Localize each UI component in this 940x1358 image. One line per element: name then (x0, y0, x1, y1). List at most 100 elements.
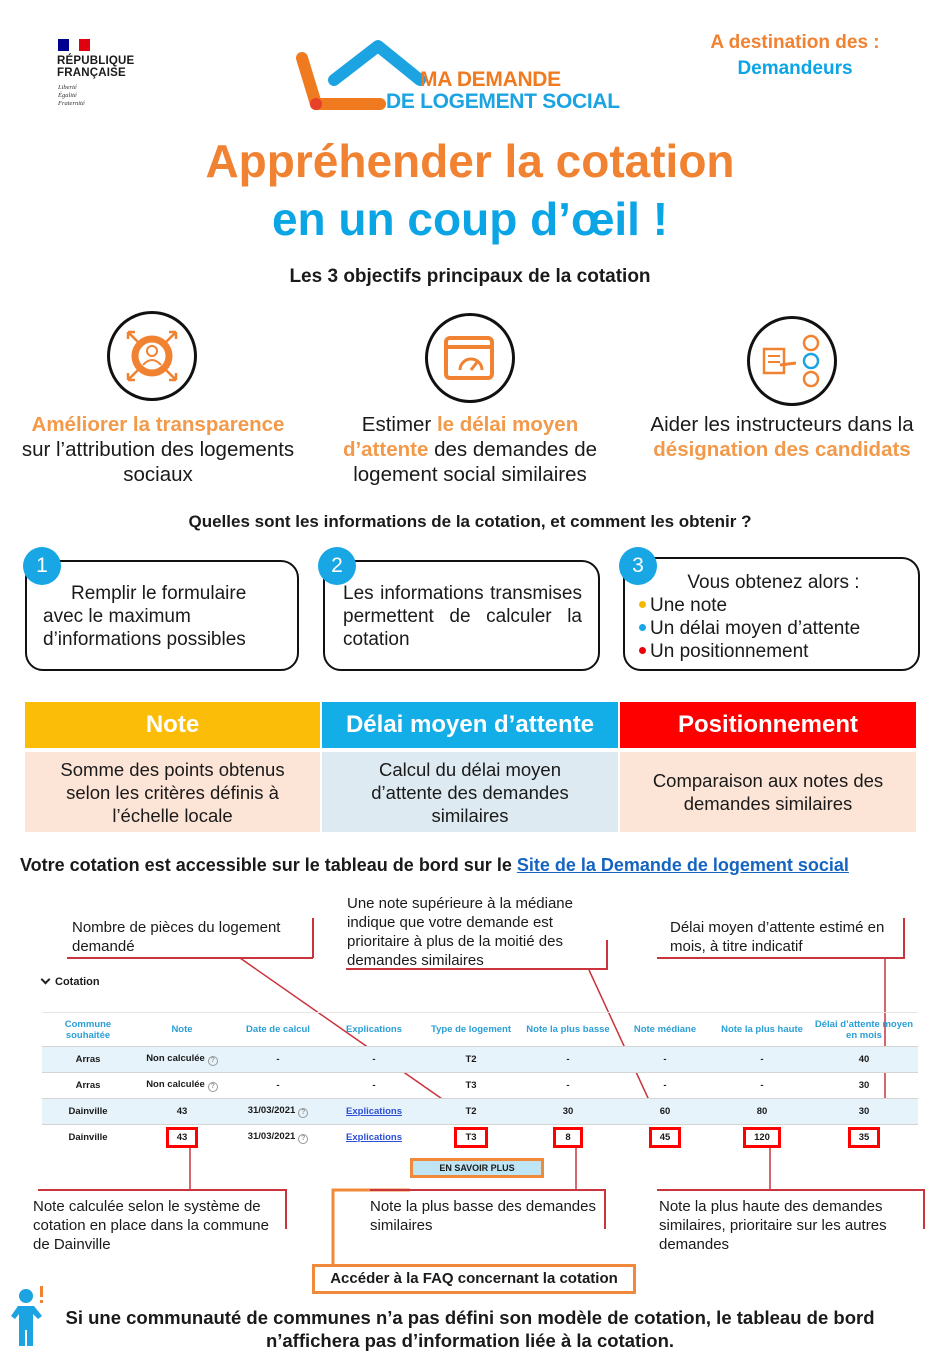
highlight-box: 43 (165, 1127, 199, 1149)
step-1-text: Remplir le formulaire avec le maximum d’… (43, 583, 247, 650)
objective-3-highlight: désignation des candidats (653, 438, 911, 461)
callout-underline (67, 957, 313, 959)
callout-line (312, 918, 314, 958)
cotation-table: Commune souhaitée Note Date de calcul Ex… (42, 1012, 918, 1151)
col-commune: Commune souhaitée (42, 1012, 134, 1047)
objective-1-highlight: Améliorer la transparence (31, 413, 285, 436)
cell-note-haute: 120 (714, 1124, 810, 1151)
step-3-badge: 3 (619, 547, 657, 585)
step-1-badge: 1 (23, 547, 61, 585)
cell-delai: 35 (810, 1124, 918, 1151)
rf-line2: FRANÇAISE (57, 67, 126, 79)
cell-type: T3 (422, 1072, 520, 1099)
objective-1-text: sur l’attribution des logements sociaux (21, 438, 295, 486)
objective-2-pre: Estimer (361, 413, 437, 436)
callout-line (923, 1189, 925, 1229)
highlight-box: 8 (553, 1127, 583, 1149)
grid-body-positionnement: Comparaison aux notes des demandes simil… (620, 752, 916, 832)
objective-waiting-time: Estimer le délai moyen d’attente des dem… (320, 412, 620, 487)
step-1-box: Remplir le formulaire avec le maximum d’… (25, 560, 299, 671)
cell-commune: Arras (42, 1046, 134, 1073)
step-3-bullet-note: Une note (639, 594, 908, 617)
cell-explications: - (326, 1072, 422, 1099)
help-icon[interactable]: ? (207, 1082, 218, 1092)
warning-line2: n’affichera pas d’information liée à la … (265, 1330, 675, 1351)
explications-link[interactable]: Explications (346, 1106, 402, 1117)
table-header-row: Commune souhaitée Note Date de calcul Ex… (42, 1012, 918, 1047)
callout-line (604, 1189, 606, 1229)
col-note-basse: Note la plus basse (520, 1012, 616, 1047)
cell-note-haute: - (714, 1072, 810, 1099)
cell-type: T2 (422, 1046, 520, 1073)
help-icon[interactable]: ? (298, 1134, 309, 1145)
step-2-badge: 2 (318, 547, 356, 585)
grid-header-note: Note (25, 702, 320, 748)
callout-line (285, 1189, 287, 1229)
cell-explications: - (326, 1046, 422, 1073)
en-savoir-plus-button[interactable]: EN SAVOIR PLUS (410, 1158, 544, 1178)
cell-note: 43 (134, 1098, 230, 1125)
explications-link[interactable]: Explications (346, 1132, 402, 1144)
cotation-section-toggle[interactable]: Cotation (40, 974, 100, 988)
blue-dot-icon (639, 624, 646, 631)
bullet-label: Une note (650, 595, 728, 616)
callout-basse: Note la plus basse des demandes similair… (370, 1198, 596, 1234)
grid-header-positionnement: Positionnement (620, 702, 916, 748)
audience-label: A destination des : (710, 32, 880, 53)
motto-fraternite: Fraternité (58, 100, 85, 107)
grid-header-delai: Délai moyen d’attente (322, 702, 618, 748)
step-3-bullet-delai: Un délai moyen d’attente (639, 617, 908, 640)
step-3-text: Vous obtenez alors : (687, 572, 860, 593)
cell-note-haute: 80 (714, 1098, 810, 1125)
col-delai: Délai d’attente moyen en mois (810, 1012, 918, 1047)
grid-body-delai: Calcul du délai moyen d’attente des dema… (322, 752, 618, 832)
republique-francaise-flag (58, 39, 91, 51)
table-row: Arras Non calculée? - - T3 - - - 30 (42, 1072, 918, 1099)
cell-note-mediane: 45 (616, 1124, 714, 1151)
callout-haute: Note la plus haute des demandes similair… (659, 1198, 887, 1253)
faq-cotation-button[interactable]: Accéder à la FAQ concernant la cotation (312, 1264, 636, 1294)
step-2-text: Les informations transmises permettent d… (343, 583, 582, 650)
callout-delai: Délai moyen d’attente estimé en mois, à … (670, 919, 885, 955)
site-demande-link[interactable]: Site de la Demande de logement social (516, 855, 849, 875)
date-value: 31/03/2021 (247, 1131, 296, 1143)
cell-note-basse: 30 (520, 1098, 616, 1125)
cell-commune: Dainville (42, 1098, 134, 1125)
cell-note-basse: 8 (520, 1124, 616, 1151)
note-value: Non calculée (146, 1079, 205, 1090)
rf-motto: Liberté Égalité Fraternité (58, 84, 85, 108)
warning-text: Si une communauté de communes n’a pas dé… (0, 1306, 940, 1352)
highlight-box: 35 (847, 1127, 881, 1149)
page-title-line1: Appréhender la cotation (205, 135, 735, 187)
highlight-box: T3 (454, 1127, 488, 1149)
logo-line1: MA DEMANDE (420, 68, 561, 91)
republique-francaise-logo: RÉPUBLIQUE FRANÇAISE (57, 55, 134, 79)
bullet-label: Un délai moyen d’attente (650, 618, 861, 639)
cell-note-mediane: - (616, 1046, 714, 1073)
callout-overline (370, 1189, 606, 1191)
cell-type: T2 (422, 1098, 520, 1125)
cell-note: Non calculée? (134, 1072, 230, 1099)
callout-pieces: Nombre de pièces du logement demandé (72, 919, 281, 955)
bullet-label: Un positionnement (650, 641, 809, 662)
date-value: 31/03/2021 (247, 1105, 296, 1116)
col-type: Type de logement (422, 1012, 520, 1047)
help-icon[interactable]: ? (207, 1056, 218, 1066)
table-row-highlighted: Dainville 43 31/03/2021? Explications T3… (42, 1124, 918, 1151)
objectives-subtitle: Les 3 objectifs principaux de la cotatio… (289, 266, 651, 287)
help-icon[interactable]: ? (298, 1108, 309, 1118)
table-row: Arras Non calculée? - - T2 - - - 40 (42, 1046, 918, 1073)
step-2-box: Les informations transmises permettent d… (323, 560, 600, 671)
step-3-box: Vous obtenez alors : Une note Un délai m… (623, 557, 920, 671)
col-explications: Explications (326, 1012, 422, 1047)
designation-icon (747, 316, 837, 406)
step-3-bullet-position: Un positionnement (639, 640, 908, 663)
cell-explications: Explications (326, 1098, 422, 1125)
waiting-time-icon (425, 313, 515, 403)
table-row: Dainville 43 31/03/2021? Explications T2… (42, 1098, 918, 1125)
callout-underline (346, 968, 608, 970)
callout-underline (657, 957, 905, 959)
motto-liberte: Liberté (58, 84, 77, 91)
col-note-mediane: Note médiane (616, 1012, 714, 1047)
access-sentence: Votre cotation est accessible sur le tab… (20, 855, 849, 876)
